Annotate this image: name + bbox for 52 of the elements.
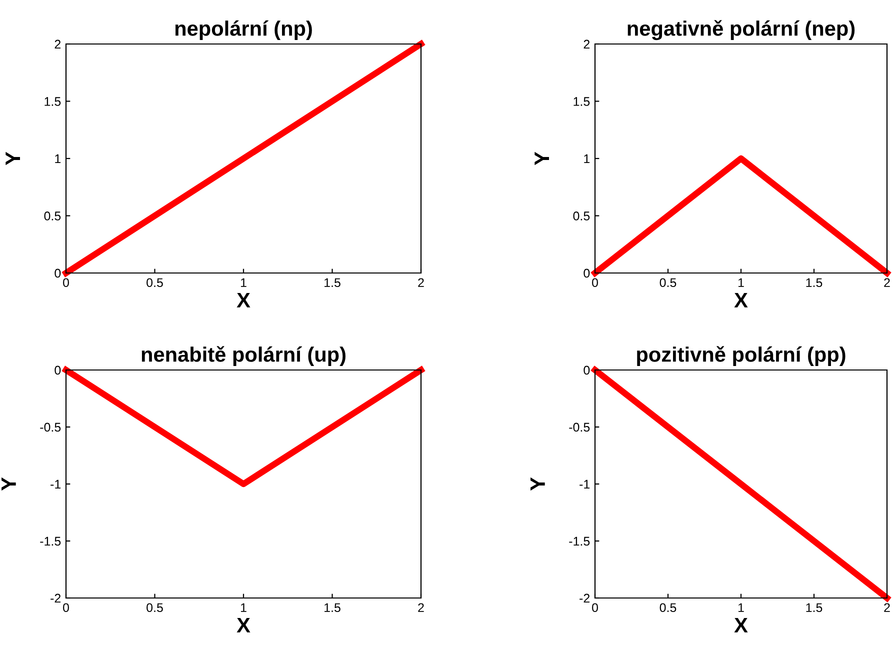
x-tick-label: 0 bbox=[592, 603, 598, 612]
x-tick-label: 0.5 bbox=[146, 603, 163, 612]
y-tick-label: 0 bbox=[54, 268, 61, 278]
chart-title: pozitivně polární (pp) bbox=[637, 346, 846, 366]
x-axis-title: X bbox=[236, 618, 250, 632]
x-tick-label: 0.5 bbox=[660, 278, 676, 288]
x-axis-title: X bbox=[734, 293, 748, 308]
x-tick-label: 0 bbox=[63, 278, 69, 288]
x-tick-label: 2 bbox=[884, 278, 890, 287]
x-tick-label: 0.5 bbox=[146, 278, 163, 288]
x-tick-label: 1 bbox=[738, 603, 744, 612]
x-axis-title: X bbox=[734, 618, 748, 632]
y-tick-label: -1.5 bbox=[569, 536, 590, 546]
x-tick-label: 1 bbox=[240, 278, 246, 287]
y-tick-label: 0 bbox=[584, 366, 590, 375]
x-tick-label: 1.5 bbox=[324, 278, 340, 288]
x-tick-label: 1.5 bbox=[806, 278, 822, 288]
y-tick-label: -0.5 bbox=[40, 422, 61, 432]
y-tick-label: -1.5 bbox=[40, 536, 61, 546]
x-tick-label: 0 bbox=[592, 278, 598, 288]
y-tick-label: 0 bbox=[584, 268, 590, 278]
y-tick-label: 0 bbox=[54, 366, 61, 375]
y-tick-label: 2 bbox=[54, 40, 61, 49]
y-tick-label: 1.5 bbox=[574, 97, 590, 106]
y-tick-label: 1 bbox=[584, 154, 590, 164]
y-tick-label: 2 bbox=[584, 40, 590, 49]
y-tick-label: 1.5 bbox=[44, 97, 61, 106]
y-tick-label: -1 bbox=[580, 480, 590, 489]
y-tick-label: -1 bbox=[50, 480, 61, 489]
y-axis-title: Y bbox=[6, 152, 20, 166]
y-tick-label: 0.5 bbox=[44, 212, 61, 220]
y-tick-label: -2 bbox=[50, 594, 61, 603]
x-tick-label: 0 bbox=[63, 603, 69, 612]
x-tick-label: 1 bbox=[738, 278, 744, 287]
y-tick-label: -0.5 bbox=[569, 422, 590, 432]
x-tick-label: 2 bbox=[418, 278, 424, 287]
x-axis-title: X bbox=[236, 293, 250, 308]
x-tick-label: 1.5 bbox=[324, 603, 340, 612]
x-tick-label: 2 bbox=[418, 603, 424, 612]
x-tick-label: 2 bbox=[884, 603, 890, 612]
y-tick-label: -2 bbox=[580, 594, 590, 603]
y-axis-title: Y bbox=[530, 477, 545, 491]
chart-title: negativně polární (nep) bbox=[628, 20, 855, 40]
y-tick-label: 1 bbox=[55, 154, 61, 164]
x-tick-label: 0.5 bbox=[660, 603, 676, 612]
y-axis-title: Y bbox=[2, 477, 16, 491]
x-tick-label: 1.5 bbox=[806, 603, 822, 612]
y-axis-title: Y bbox=[534, 152, 549, 166]
y-tick-label: 0.5 bbox=[573, 212, 590, 220]
x-tick-label: 1 bbox=[240, 603, 246, 612]
chart-title: nepolární (np) bbox=[175, 20, 312, 40]
chart-title: nenabitě polární (up) bbox=[142, 346, 346, 366]
